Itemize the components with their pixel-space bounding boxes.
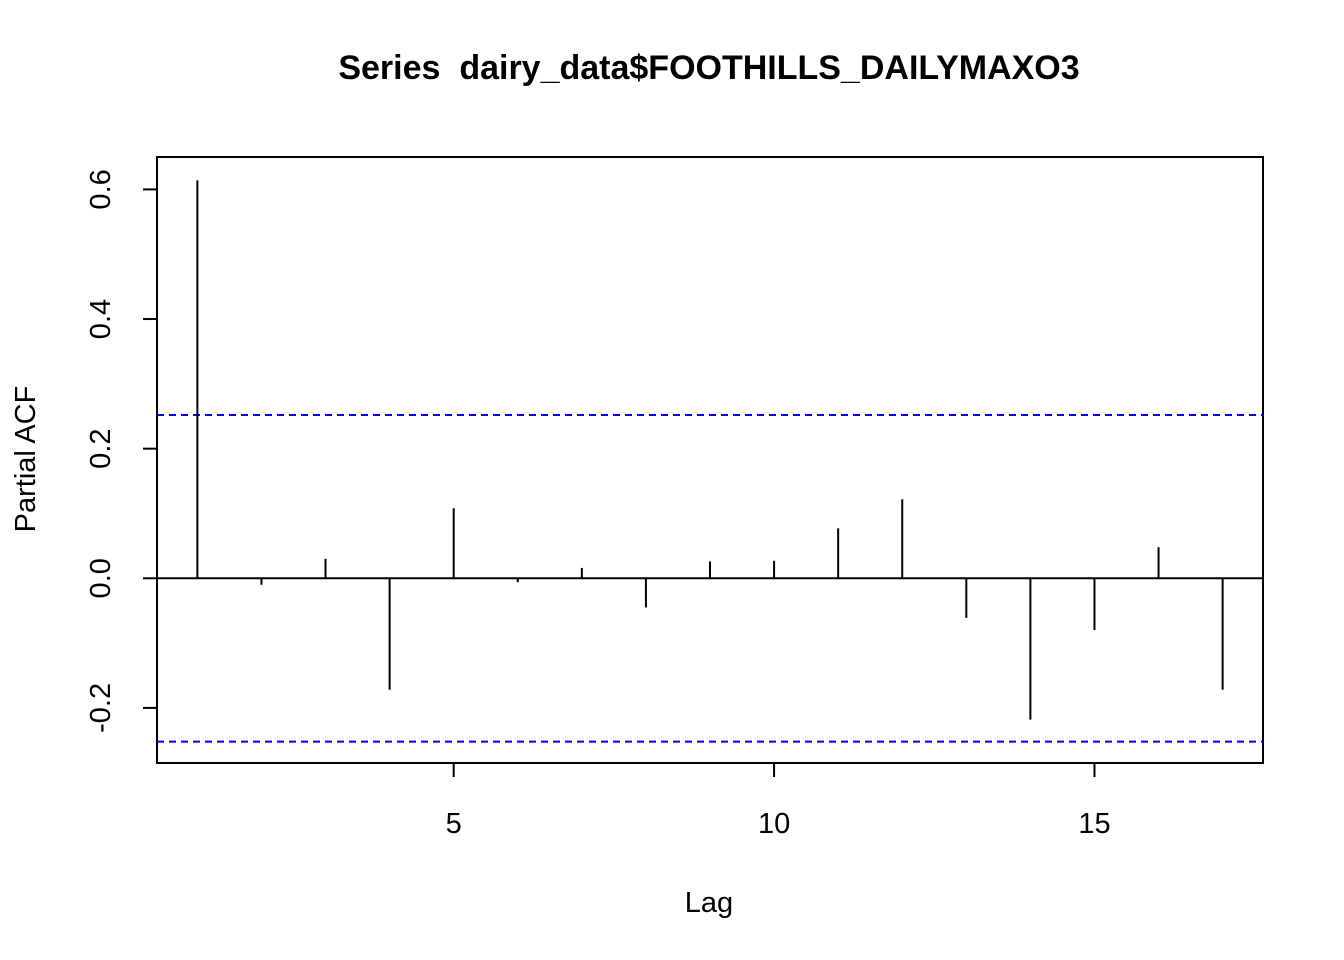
y-tick-label-3: 0.4 — [85, 299, 117, 339]
x-tick-label-5: 5 — [446, 808, 462, 840]
x-axis-label: Lag — [685, 887, 733, 919]
x-tick-label-10: 10 — [758, 808, 790, 840]
x-tick-label-15: 15 — [1078, 808, 1110, 840]
y-tick-label-1: 0.0 — [85, 558, 117, 598]
chart-title: Series dairy_data$FOOTHILLS_DAILYMAXO3 — [338, 49, 1079, 87]
y-tick-label-4: 0.6 — [85, 169, 117, 209]
y-tick-label-0: -0.2 — [85, 683, 117, 733]
plot-frame — [156, 156, 1264, 764]
y-tick-label-2: 0.2 — [85, 428, 117, 468]
y-axis-label: Partial ACF — [10, 386, 42, 533]
